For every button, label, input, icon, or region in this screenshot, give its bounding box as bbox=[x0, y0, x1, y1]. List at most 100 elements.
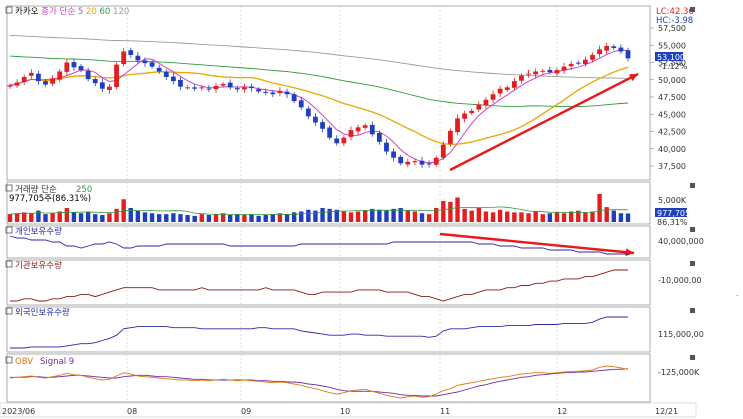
price-tick-label: 45,000 bbox=[658, 110, 686, 119]
panel-menu-marker bbox=[690, 308, 695, 313]
candle-body bbox=[476, 104, 482, 110]
panel-toggle-icon[interactable] bbox=[5, 307, 13, 315]
panel-toggle-icon[interactable] bbox=[5, 260, 13, 268]
candle-body bbox=[391, 151, 396, 158]
candle-body bbox=[341, 137, 347, 144]
panel-toggle-icon[interactable] bbox=[5, 356, 13, 364]
volume-bar bbox=[114, 208, 119, 222]
volume-bar bbox=[533, 211, 538, 222]
volume-bar bbox=[348, 212, 354, 222]
volume-bar bbox=[462, 208, 467, 222]
ma20-path bbox=[9, 66, 629, 145]
panel-menu-marker bbox=[690, 7, 695, 12]
candle-body bbox=[277, 90, 283, 93]
volume-title: 거래량 단순 250 977,705주(86.31%) bbox=[5, 184, 92, 204]
candle-body bbox=[440, 144, 446, 158]
candle-body bbox=[57, 71, 63, 80]
panel-toggle-icon[interactable] bbox=[5, 6, 13, 14]
volume-bar bbox=[235, 214, 240, 222]
volume-bar bbox=[192, 215, 197, 222]
trend-arrows bbox=[439, 72, 639, 257]
volume-bar bbox=[313, 210, 318, 222]
candle-body bbox=[334, 138, 340, 144]
volume-bar bbox=[448, 201, 453, 222]
candle-body bbox=[78, 66, 84, 71]
candle-body bbox=[170, 76, 176, 82]
candle-body bbox=[320, 122, 325, 129]
volume-bar bbox=[242, 215, 247, 222]
volume-bar bbox=[206, 215, 212, 222]
candle-body bbox=[519, 75, 524, 81]
candle-body bbox=[128, 50, 134, 55]
candle-body bbox=[185, 87, 190, 89]
candle-body bbox=[43, 81, 48, 85]
panel-menu-markers[interactable] bbox=[690, 7, 695, 360]
volume-bar bbox=[277, 213, 283, 222]
candle-body bbox=[455, 118, 460, 133]
x-tick-label: 10 bbox=[340, 407, 350, 416]
volume-bar bbox=[256, 215, 261, 222]
volume-bar bbox=[419, 213, 425, 222]
volume-bars bbox=[7, 194, 631, 222]
candle-body bbox=[256, 89, 262, 92]
candle-body bbox=[234, 88, 240, 90]
candle-body bbox=[313, 116, 318, 123]
candle-body bbox=[554, 70, 560, 74]
volume-bar bbox=[384, 210, 389, 222]
volume-tick-label: 5,000K bbox=[658, 196, 687, 205]
ma120-line bbox=[9, 34, 629, 79]
volume-bar bbox=[43, 214, 48, 222]
candle-body bbox=[355, 127, 361, 132]
volume-bar bbox=[412, 211, 418, 222]
volume-bar bbox=[7, 214, 13, 222]
price-title-part: 60 bbox=[97, 7, 111, 17]
candle-body bbox=[540, 70, 546, 72]
candle-body bbox=[504, 87, 510, 90]
volume-bar bbox=[164, 214, 169, 222]
obv-signal-text: Signal 9 bbox=[40, 357, 74, 367]
candle-body bbox=[107, 86, 112, 90]
volume-bar bbox=[476, 208, 482, 222]
candle-body bbox=[92, 79, 98, 84]
volume-bar bbox=[128, 208, 133, 222]
price-tick-label: 55,000 bbox=[658, 41, 686, 50]
volume-bar bbox=[547, 213, 553, 222]
candle-body bbox=[384, 142, 389, 152]
last-volume-text: 977,705 bbox=[657, 209, 690, 218]
panel-frames bbox=[0, 5, 697, 418]
candle-body bbox=[263, 91, 269, 93]
volume-bar bbox=[611, 210, 616, 222]
volume-bar bbox=[625, 213, 631, 222]
volume-bar bbox=[71, 212, 77, 222]
panel-menu-marker bbox=[690, 261, 695, 266]
candle-body bbox=[249, 86, 254, 89]
candle-body bbox=[405, 161, 411, 165]
candle-body bbox=[213, 85, 219, 90]
volume-bar bbox=[590, 211, 595, 222]
candle-body bbox=[284, 91, 290, 95]
candle-body bbox=[121, 51, 127, 65]
volume-bar bbox=[455, 197, 460, 222]
volume-bar bbox=[370, 208, 375, 222]
volume-bar bbox=[178, 214, 183, 222]
volume-bar bbox=[220, 213, 226, 222]
candle-body bbox=[362, 125, 368, 128]
ma60-path bbox=[9, 55, 629, 108]
indicator-lines bbox=[9, 235, 629, 399]
candle-body bbox=[611, 46, 617, 49]
volume-bar bbox=[213, 214, 219, 222]
candle-body bbox=[590, 54, 595, 60]
x-tick-label: 08 bbox=[127, 407, 137, 416]
candle-body bbox=[582, 59, 588, 65]
panel-toggle-icon[interactable] bbox=[5, 226, 13, 234]
candle-body bbox=[376, 133, 382, 142]
candle-body bbox=[50, 78, 56, 84]
candle-body bbox=[206, 88, 212, 90]
lc-label: LC:42.36 bbox=[656, 7, 694, 17]
panel-toggle-icon[interactable] bbox=[5, 184, 13, 192]
foreign-tick-label: 115,000,00 bbox=[658, 330, 704, 339]
volume-period-text: 250 bbox=[76, 185, 92, 195]
candle-body bbox=[14, 82, 20, 86]
last-change-text: -1.12% bbox=[659, 62, 688, 71]
volume-bar bbox=[618, 213, 624, 222]
